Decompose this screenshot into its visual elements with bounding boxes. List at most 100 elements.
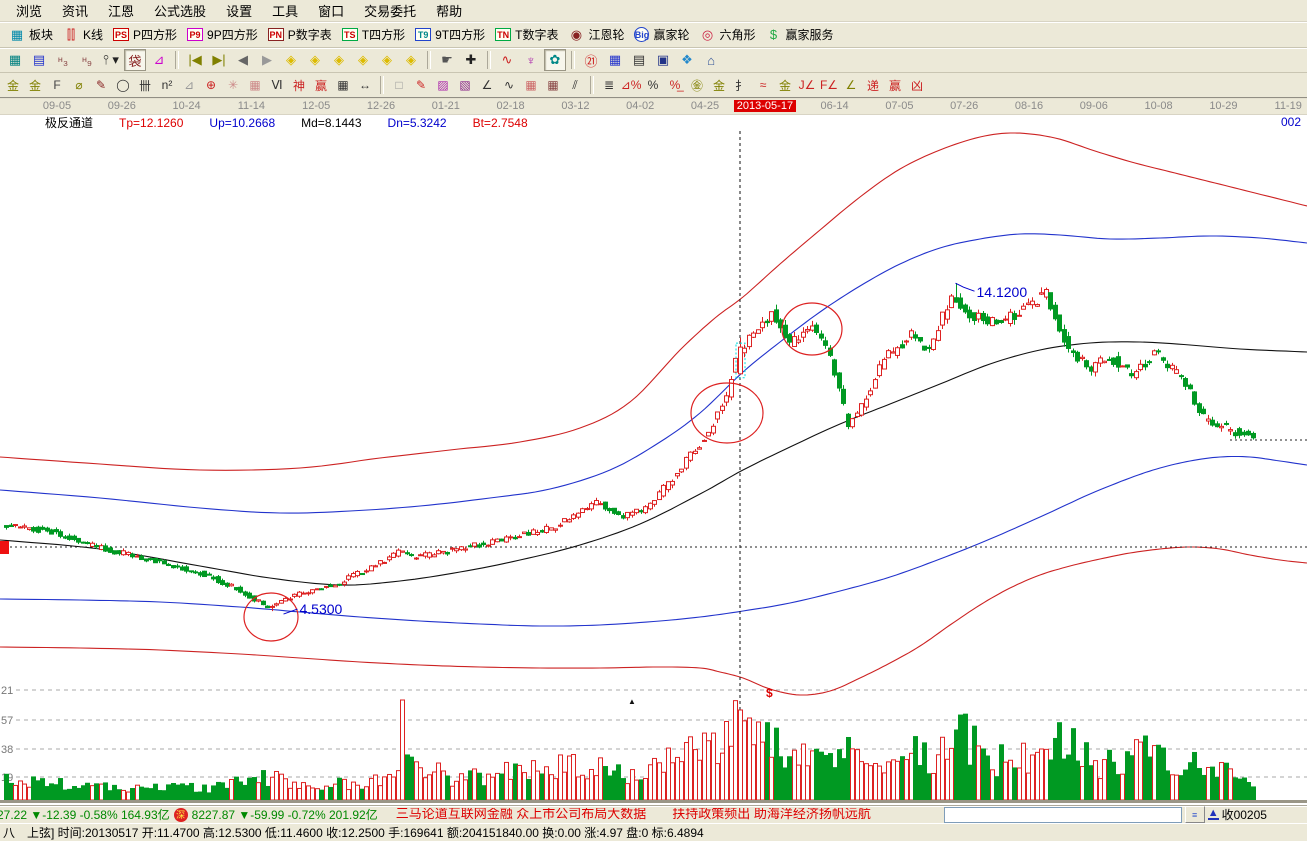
brush-icon[interactable]: 扌 (734, 78, 747, 93)
angle-mirror-icon[interactable]: ⊿ (183, 78, 195, 92)
menu-item-0[interactable]: 浏览 (16, 4, 43, 19)
menu-item-4[interactable]: 设置 (226, 4, 253, 19)
gold-angle-icon[interactable]: ∠ (845, 78, 857, 92)
toolbar-winner-service-button[interactable]: $ 赢家服务 (761, 25, 839, 44)
menu-item-7[interactable]: 交易委托 (364, 4, 417, 19)
volume-profile-icon[interactable]: ⊿ (153, 52, 165, 67)
toolbar-gann-wheel-button[interactable]: ◉ 江恩轮 (563, 25, 629, 44)
save-icon[interactable]: ▣ (656, 52, 670, 67)
depth-bars-icon[interactable]: ≣ (603, 78, 615, 92)
menu-item-3[interactable]: 公式选股 (154, 4, 207, 19)
menu-item-5[interactable]: 工具 (272, 4, 299, 19)
grid123-icon[interactable]: ▦ (337, 78, 349, 92)
gold-line-icon[interactable]: 金 (712, 78, 725, 93)
cross-rect-icon[interactable]: ▨ (437, 78, 449, 92)
grid-dot-icon[interactable]: ▦ (547, 78, 559, 92)
roman-icon[interactable]: Ⅵ (271, 78, 283, 92)
hand-tool-icon[interactable]: ☛ (441, 52, 453, 67)
stock-code-input[interactable] (943, 806, 1182, 823)
bars-3-icon[interactable]: ᵸ₃ (57, 52, 69, 68)
spin-button[interactable]: ≡ (1184, 806, 1205, 823)
candle-tool-icon[interactable]: ⫯ ▾ (103, 52, 119, 67)
sector-blocks-label: 板块 (29, 28, 54, 42)
shen-icon[interactable]: 神 (292, 78, 305, 93)
pencil-red-icon[interactable]: ✎ (415, 78, 427, 92)
box-grid-icon[interactable]: ▦ (249, 78, 261, 92)
speed-icon[interactable]: 递 (866, 78, 879, 93)
parallel-icon[interactable]: ⫽ (572, 77, 578, 92)
star-grid-icon[interactable]: ✳ (227, 78, 239, 92)
brain-icon[interactable]: ✿ (544, 49, 566, 71)
menu-item-2[interactable]: 江恩 (108, 4, 135, 19)
diamond-right-icon[interactable]: ◈ (310, 52, 320, 67)
rect-tool-icon[interactable]: □ (395, 78, 403, 92)
next-bar-icon[interactable]: ▶ (262, 52, 272, 67)
toolbar-p-number-table-button[interactable]: PN P数字表 (263, 25, 337, 44)
j-angle-icon[interactable]: J∠ (798, 78, 816, 92)
arc-icon[interactable]: 凶 (910, 78, 923, 93)
comb-icon[interactable]: 卌 (138, 78, 151, 93)
circle-cross-icon[interactable]: ⊕ (205, 78, 217, 92)
diamond-hv-icon[interactable]: ◈ (358, 52, 368, 67)
crosshair-icon[interactable]: ✚ (465, 52, 477, 67)
t-square-label: T四方形 (361, 28, 406, 42)
toolbar-t-square-button[interactable]: TS T四方形 (337, 25, 410, 44)
spiral-icon[interactable]: ⌀ (75, 78, 83, 92)
f-angle-icon[interactable]: F∠ (819, 78, 839, 92)
shade-rect-icon[interactable]: ▧ (459, 78, 471, 92)
menu-item-8[interactable]: 帮助 (436, 4, 463, 19)
report-icon[interactable]: ▤ (32, 52, 46, 67)
ying-icon[interactable]: 赢 (314, 78, 327, 93)
zigzag-icon[interactable]: ∿ (503, 78, 515, 92)
diamond-left-icon[interactable]: ◈ (286, 52, 296, 67)
trendline-icon[interactable]: ∿ (501, 52, 513, 67)
grid-box-icon[interactable]: ▦ (525, 78, 537, 92)
toolbar-kline-button[interactable]: ⫿⫿ K线 (58, 25, 108, 44)
toolbar-9p-square-button[interactable]: P9 9P四方形 (182, 25, 263, 44)
t-number-table-icon: TN (495, 28, 512, 41)
f-grid-icon[interactable]: F (53, 78, 61, 92)
n2-icon[interactable]: n² (161, 78, 173, 92)
gold-angle0-icon[interactable]: 金 (778, 78, 791, 93)
block-chart-icon[interactable]: ▦ (8, 52, 22, 67)
width-arrow-icon[interactable]: ↔ (359, 78, 371, 92)
toolbar-t-number-table-button[interactable]: TN T数字表 (490, 25, 563, 44)
clock-icon[interactable]: ◯ (116, 78, 130, 92)
percent-icon[interactable]: % (647, 78, 659, 92)
percent-line-icon[interactable]: %̲ (669, 78, 681, 92)
gold-tool-icon[interactable]: 金 (6, 78, 19, 93)
toolbar-p-square-button[interactable]: PS P四方形 (108, 25, 182, 44)
angle-line-icon[interactable]: ∠ (481, 78, 493, 92)
notes-icon[interactable]: ▤ (632, 52, 646, 67)
network-icon[interactable]: ❖ (681, 52, 693, 67)
magic-tool-icon[interactable]: ♆ (526, 52, 536, 68)
kline-label: K线 (83, 28, 104, 42)
pencil-icon[interactable]: ✎ (95, 78, 107, 92)
theme-icon[interactable]: 袋 (124, 49, 146, 71)
gold-tool2-icon[interactable]: 金 (28, 78, 41, 93)
bars-9-icon[interactable]: ᵸ₉ (81, 52, 93, 68)
win-angle-icon[interactable]: 赢 (888, 78, 901, 93)
toolbar-winner-wheel-button[interactable]: Big 赢家轮 (629, 25, 694, 44)
date-tick: 11-19 (1274, 100, 1302, 112)
toolbar-hexagon-button[interactable]: ◎ 六角形 (694, 25, 760, 44)
prev-bar-icon[interactable]: ◀ (238, 52, 248, 67)
status-bar: 27.22 ▼-12.39 -0.58% 164.93亿 深 8227.87 ▼… (0, 805, 1307, 823)
menu-item-6[interactable]: 窗口 (318, 4, 345, 19)
last-bar-icon[interactable]: ▶| (212, 52, 226, 67)
diamond-plus-icon[interactable]: ◈ (406, 52, 416, 67)
calculator-icon[interactable]: ▦ (608, 52, 622, 67)
percent-red-icon[interactable]: ⊿% (620, 78, 642, 92)
diamond-star-icon[interactable]: ◈ (382, 52, 392, 67)
wave-icon[interactable]: ≈ (759, 78, 767, 92)
menu-item-1[interactable]: 资讯 (62, 4, 89, 19)
toolbar-9t-square-button[interactable]: T9 9T四方形 (410, 25, 490, 44)
gold-circle-icon[interactable]: ㊎ (690, 78, 703, 93)
diamond-h-icon[interactable]: ◈ (334, 52, 344, 67)
calendar-icon[interactable]: ㉑ (584, 53, 598, 69)
toolbar-sector-blocks-button[interactable]: ▦ 板块 (4, 25, 58, 44)
computer-icon[interactable]: ⌂ (707, 52, 715, 68)
first-bar-icon[interactable]: |◀ (188, 52, 202, 67)
t-number-table-label: T数字表 (515, 28, 559, 42)
